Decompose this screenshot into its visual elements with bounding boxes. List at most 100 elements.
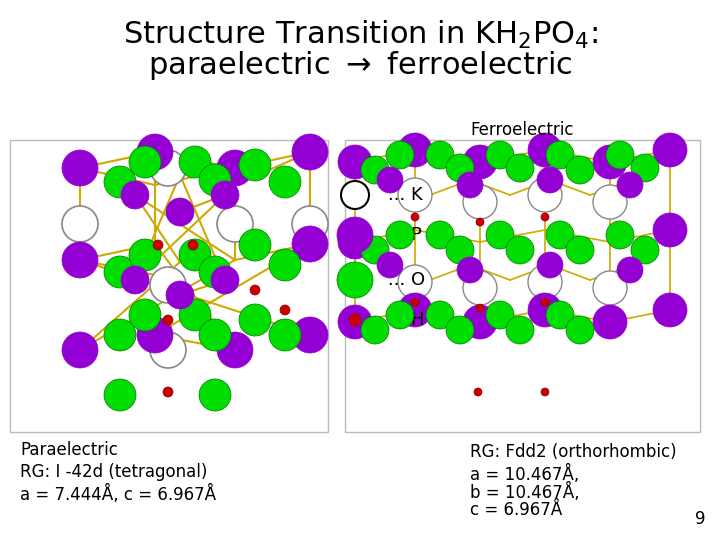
Circle shape: [386, 221, 414, 249]
Text: paraelectric $\rightarrow$ ferroelectric: paraelectric $\rightarrow$ ferroelectric: [148, 49, 572, 82]
Circle shape: [606, 221, 634, 249]
Circle shape: [476, 304, 484, 312]
Circle shape: [269, 319, 301, 351]
Circle shape: [121, 181, 149, 209]
Text: RG: Fdd2 (orthorhombic): RG: Fdd2 (orthorhombic): [470, 443, 677, 461]
Circle shape: [546, 141, 574, 169]
Circle shape: [239, 304, 271, 336]
Circle shape: [337, 262, 373, 298]
Circle shape: [463, 305, 497, 339]
Circle shape: [593, 145, 627, 179]
Circle shape: [150, 267, 186, 303]
Circle shape: [528, 265, 562, 299]
Circle shape: [463, 271, 497, 305]
Text: Paraelectric: Paraelectric: [20, 441, 118, 459]
Circle shape: [137, 134, 173, 170]
Circle shape: [457, 172, 483, 198]
Text: a = 7.444Å, c = 6.967Å: a = 7.444Å, c = 6.967Å: [20, 484, 216, 503]
Circle shape: [62, 150, 98, 186]
Circle shape: [349, 314, 361, 326]
Text: ... K: ... K: [388, 186, 423, 204]
Circle shape: [337, 217, 373, 253]
Circle shape: [166, 198, 194, 226]
Text: ... P: ... P: [388, 226, 422, 244]
Circle shape: [137, 317, 173, 353]
Circle shape: [566, 236, 594, 264]
Circle shape: [617, 172, 643, 198]
Circle shape: [631, 236, 659, 264]
Circle shape: [606, 141, 634, 169]
Circle shape: [653, 293, 687, 327]
Circle shape: [411, 213, 419, 221]
Circle shape: [361, 316, 389, 344]
Circle shape: [398, 133, 432, 167]
Circle shape: [426, 221, 454, 249]
Circle shape: [217, 332, 253, 368]
Text: ... H: ... H: [388, 311, 425, 329]
Circle shape: [129, 239, 161, 271]
Circle shape: [506, 154, 534, 182]
Circle shape: [537, 252, 563, 278]
Circle shape: [217, 150, 253, 186]
Circle shape: [361, 156, 389, 184]
Circle shape: [398, 178, 432, 212]
Circle shape: [166, 281, 194, 309]
Circle shape: [341, 181, 369, 209]
Circle shape: [446, 236, 474, 264]
Circle shape: [457, 257, 483, 283]
Circle shape: [546, 301, 574, 329]
Circle shape: [593, 271, 627, 305]
Circle shape: [541, 388, 549, 396]
Circle shape: [528, 293, 562, 327]
Circle shape: [211, 266, 239, 294]
Circle shape: [129, 146, 161, 178]
Circle shape: [463, 185, 497, 219]
Circle shape: [150, 332, 186, 368]
Circle shape: [566, 156, 594, 184]
Circle shape: [593, 185, 627, 219]
Circle shape: [104, 319, 136, 351]
Circle shape: [104, 166, 136, 198]
Circle shape: [486, 301, 514, 329]
Text: 9: 9: [695, 510, 705, 528]
Circle shape: [217, 206, 253, 242]
Circle shape: [377, 167, 403, 193]
Circle shape: [199, 379, 231, 411]
Circle shape: [62, 242, 98, 278]
Circle shape: [631, 154, 659, 182]
Circle shape: [163, 315, 173, 325]
Circle shape: [179, 239, 211, 271]
Circle shape: [476, 218, 484, 226]
Text: Ferroelectric: Ferroelectric: [470, 121, 574, 139]
Circle shape: [446, 154, 474, 182]
Circle shape: [280, 305, 290, 315]
Circle shape: [104, 379, 136, 411]
Circle shape: [486, 221, 514, 249]
Bar: [345, 140, 700, 432]
Text: Structure Transition in KH$_2$PO$_4$:: Structure Transition in KH$_2$PO$_4$:: [122, 19, 598, 51]
Circle shape: [537, 167, 563, 193]
Circle shape: [239, 149, 271, 181]
Bar: [10, 140, 328, 432]
Circle shape: [506, 236, 534, 264]
Circle shape: [188, 240, 198, 250]
Text: a = 10.467Å,: a = 10.467Å,: [470, 464, 580, 483]
Text: b = 10.467Å,: b = 10.467Å,: [470, 482, 580, 502]
Circle shape: [486, 141, 514, 169]
Circle shape: [129, 299, 161, 331]
Circle shape: [546, 221, 574, 249]
Text: ... O: ... O: [388, 271, 425, 289]
Circle shape: [474, 388, 482, 396]
Circle shape: [541, 298, 549, 306]
Circle shape: [653, 213, 687, 247]
Circle shape: [179, 299, 211, 331]
Circle shape: [528, 133, 562, 167]
Circle shape: [398, 265, 432, 299]
Circle shape: [269, 249, 301, 281]
Circle shape: [463, 145, 497, 179]
Circle shape: [338, 305, 372, 339]
Text: c = 6.967Å: c = 6.967Å: [470, 501, 562, 519]
Circle shape: [150, 150, 186, 186]
Circle shape: [292, 206, 328, 242]
Circle shape: [506, 316, 534, 344]
